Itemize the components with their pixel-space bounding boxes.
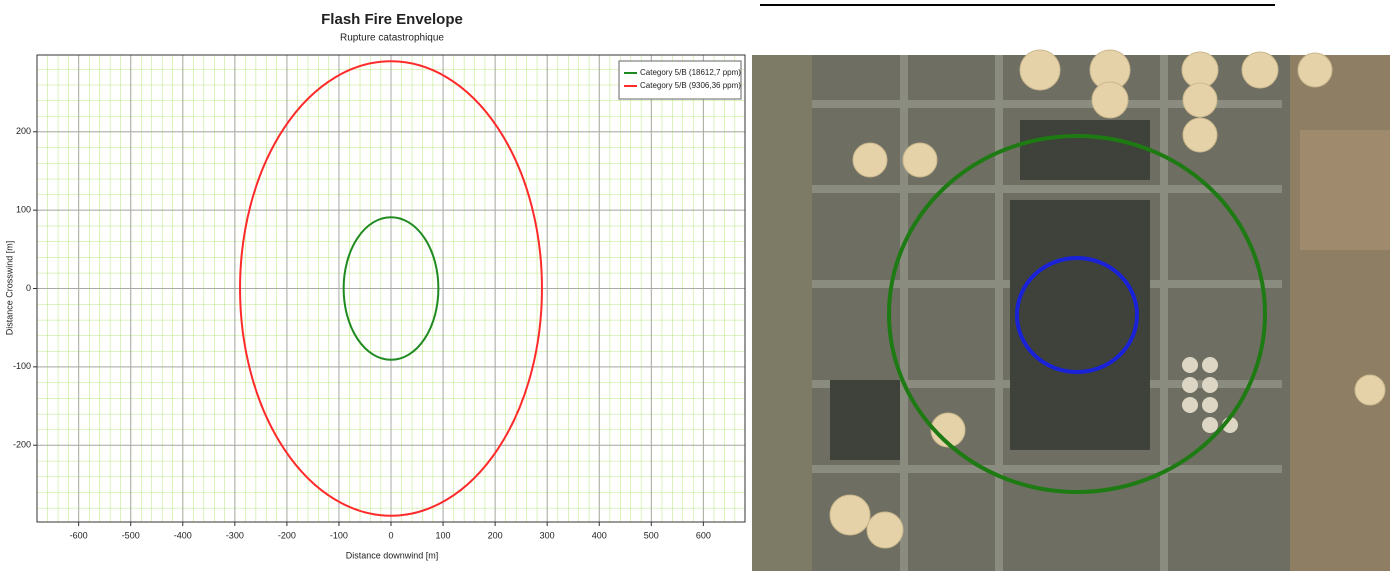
chart-title: Flash Fire Envelope	[321, 11, 463, 28]
y-tick-label: -100	[13, 361, 31, 371]
legend-label: Category 5/B (18612,7 ppm)	[640, 68, 741, 77]
x-tick-label: 500	[644, 530, 659, 540]
satellite-image	[752, 49, 1390, 571]
y-tick-label: 100	[16, 205, 31, 215]
x-tick-label: -500	[122, 530, 140, 540]
legend-label: Category 5/B (9306,36 ppm)	[640, 81, 741, 90]
y-tick-label: -200	[13, 440, 31, 450]
x-tick-label: 400	[592, 530, 607, 540]
y-tick-label: 200	[16, 126, 31, 136]
chart-layer	[33, 55, 745, 526]
x-tick-label: -100	[330, 530, 348, 540]
x-tick-label: -300	[226, 530, 244, 540]
x-tick-label: -200	[278, 530, 296, 540]
plot-frame	[36, 54, 746, 523]
x-tick-label: 300	[540, 530, 555, 540]
legend-box	[618, 60, 742, 100]
envelope	[239, 60, 543, 517]
y-axis-label: Distance Crosswind [m]	[4, 241, 14, 336]
x-tick-label: -400	[174, 530, 192, 540]
envelope	[342, 216, 440, 361]
y-tick-label: 0	[26, 283, 31, 293]
x-tick-label: 100	[436, 530, 451, 540]
x-tick-label: 600	[696, 530, 711, 540]
chart-subtitle: Rupture catastrophique	[340, 33, 444, 44]
x-tick-label: 0	[388, 530, 393, 540]
x-axis-label: Distance downwind [m]	[346, 550, 439, 560]
x-tick-label: -600	[70, 530, 88, 540]
x-tick-label: 200	[488, 530, 503, 540]
